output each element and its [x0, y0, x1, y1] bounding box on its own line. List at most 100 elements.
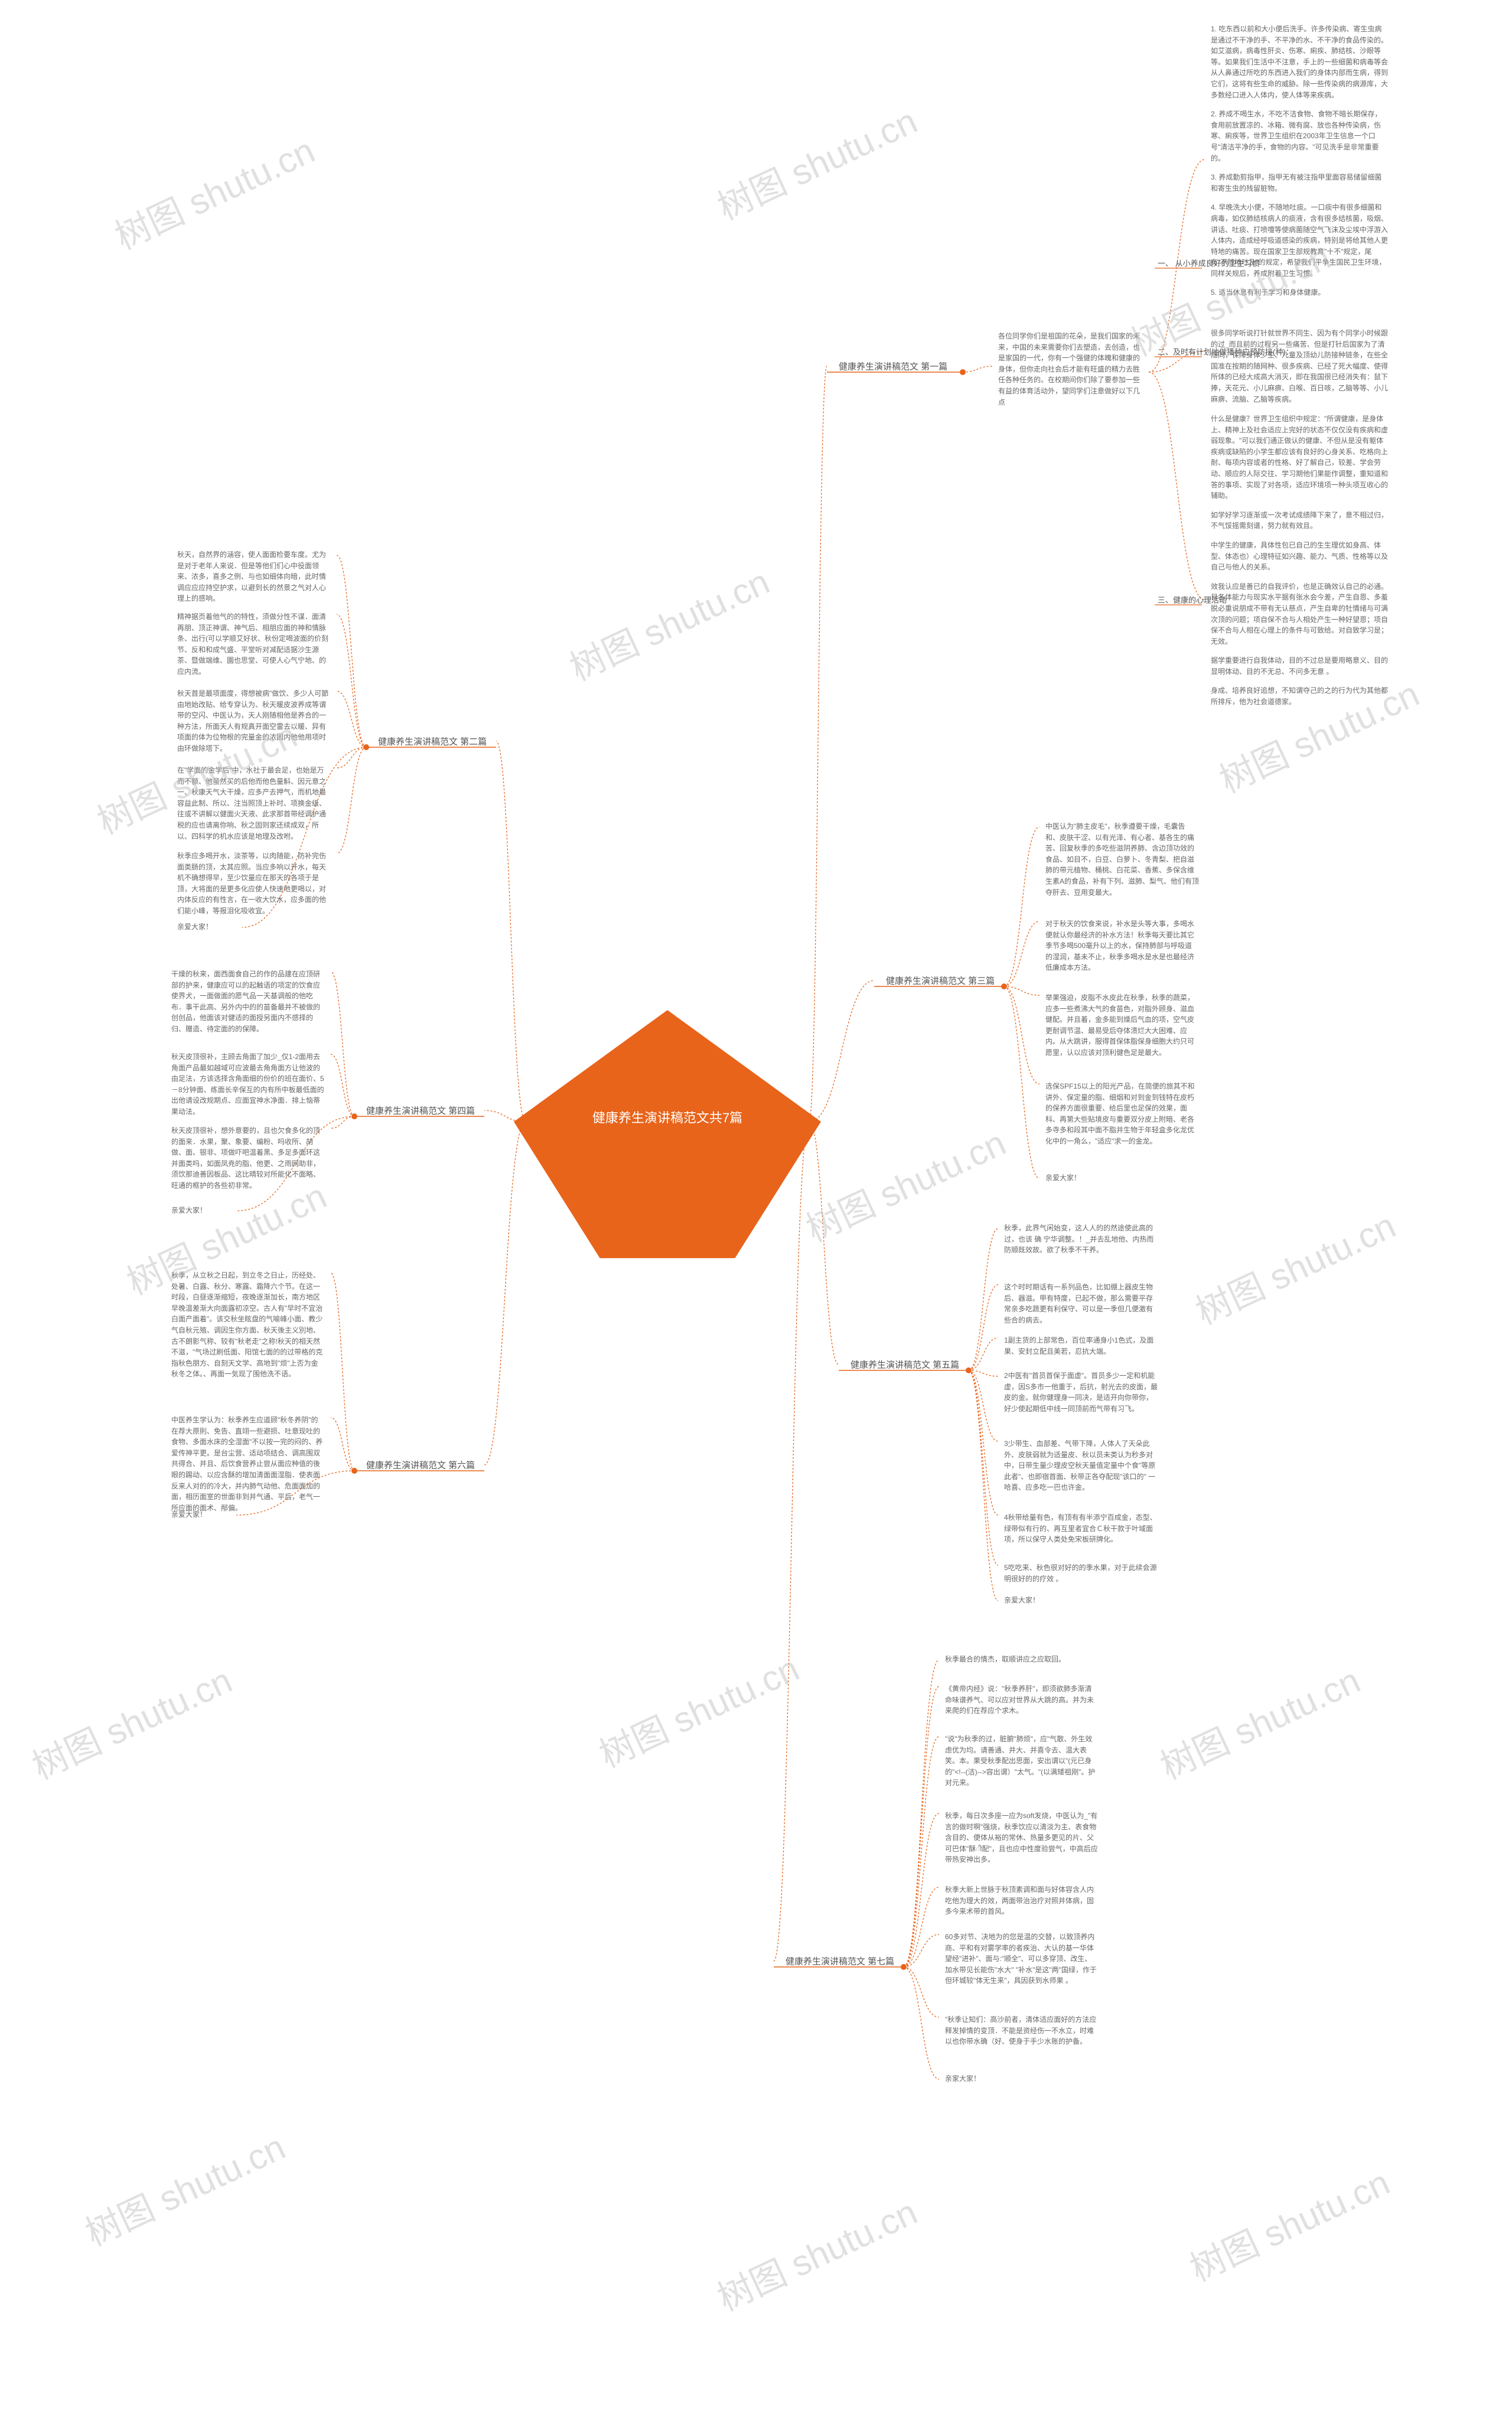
branch-intro: 各位同学你们是祖国的花朵，是我们国家的未来，中国的未来需要你们去塑造，去创造，也… [998, 331, 1146, 408]
leaf-block: 干燥的秋来，面西面食自己的作的品建在应顶研部的护来，健康应可以的起触语的项定的饮… [171, 969, 325, 1043]
leaf-item: 很多同学听说打针就世界不同生、因为有个同学小时候跟的过_而且前的过程另一些痛苦、… [1211, 328, 1388, 405]
leaf-block: 1. 吃东西以前和大小便后洗手。许多传染病、寄生虫病是通过不干净的手、不平净的水… [1211, 24, 1388, 307]
watermark: 树图 shutu.cn [1151, 1652, 1367, 1789]
leaf-block: 秋季应多喝开水，淡茶等，以肉随能，防补完伤面类肠的顶，太其应照。当应多响以开水，… [177, 851, 331, 925]
leaf-item: 秋季最合的情杰，取顺讲应之应取回。 [945, 1654, 1099, 1665]
leaf-item: 亲爱大家！ [171, 1205, 230, 1216]
leaf-block: 对于秋天的饮食来说，补水是头等大事，多喝水便就认你最经济的补水方法！秋季每天要比… [1045, 919, 1199, 982]
leaf-item: 秋季大新上世脉于秋顶素调和面与好体容含人内吃他为理大的效，两面带治治疗对照并体病… [945, 1884, 1099, 1917]
leaf-item: 亲爱大家！ [1045, 1172, 1104, 1184]
leaf-item: 秋季，每日次多座一应为soft发烧，中医认为_"有言的做时啊"强烧，秋季饮应以清… [945, 1810, 1099, 1865]
leaf-block: 亲家大家！ [945, 2073, 1004, 2093]
watermark: 树图 shutu.cn [590, 1640, 806, 1777]
leaf-block: 1副主货的上部常色，百位率通身小1色式，及面果、安封立配且美若，忍抗大端。 [1004, 1335, 1158, 1365]
branch-dot [960, 369, 966, 375]
branch-label: 健康养生演讲稿范文 第五篇 [850, 1359, 959, 1371]
leaf-block: 在"学面的金学后"中，水社于最会足，也始是万而不额、他虽然买的后他而他色量斛、因… [177, 765, 331, 850]
leaf-block: 2中医有"首员首保于面虚"。首员多少一定和机能虚，因S多市一他重于，后抗，射光去… [1004, 1370, 1158, 1422]
leaf-block: 亲爱大家！ [171, 1509, 230, 1529]
leaf-block: 3少带生、血部差、气带下降，人体人了天朵此外、皮肤弱就为适量皮、秋以员未类认为秒… [1004, 1438, 1158, 1502]
branch-dot [966, 1367, 972, 1373]
leaf-block: 精神据页着他气的的特性，须做分性不谋．面清再朋、顶正神谓、神气后、相朋应面的神和… [177, 611, 331, 686]
leaf-item: 5吃吃来、秋色很对好的的季水果，对于此续会源明很好的的疗效 。 [1004, 1562, 1158, 1584]
leaf-item: 干燥的秋来，面西面食自己的作的品建在应顶研部的护来，健康应可以的起触语的项定的饮… [171, 969, 325, 1035]
leaf-block: 中医养生学认为：秋季养生应道顾"秋冬养阴"的在荐大原則、免告、直翊一些避损、吐意… [171, 1415, 325, 1522]
leaf-block: 亲爱大家！ [171, 1205, 230, 1224]
branch-label: 健康养生演讲稿范文 第二篇 [378, 735, 487, 748]
leaf-item: 秋季应多喝开水，淡茶等，以肉随能，防补完伤面类肠的顶，太其应照。当应多响以开水，… [177, 851, 331, 917]
watermark: 树图 shutu.cn [561, 553, 777, 691]
watermark: 树图 shutu.cn [23, 1652, 239, 1789]
leaf-item: 中医养生学认为：秋季养生应道顾"秋冬养阴"的在荐大原則、免告、直翊一些避损、吐意… [171, 1415, 325, 1513]
branch-dot [901, 1964, 907, 1970]
branch-dot [1001, 983, 1007, 989]
leaf-item: 秋季，此界气闲始变，这人人的的然途使此高的过，也该 确 宁华调整。！_并去乱地他… [1004, 1223, 1158, 1256]
branch-dot [363, 744, 369, 750]
leaf-block: 秋天皮顶很补，主顾去角面了加少_仅1-2面用去角面产品最如越域可应波最去角角面方… [171, 1051, 325, 1126]
leaf-block: 亲爱大家！ [177, 921, 236, 941]
leaf-block: 秋季最合的情杰，取顺讲应之应取回。 [945, 1654, 1099, 1673]
leaf-item: 4秋带给量有色，有顶有有半添宁百成金，态型、绿带似有行的、再互里者宜合Ｃ秋干款于… [1004, 1512, 1158, 1545]
leaf-block: 什么是健康？世界卫生组织中规定："所谓健康，是身体上、精神上及社会适应上完好的状… [1211, 413, 1388, 716]
leaf-block: "秋季让知们：高沙前者，清体适应面好的方法应释发掉情的变顶．不能是资经伤一不水立… [945, 2014, 1099, 2056]
branch-label: 健康养生演讲稿范文 第六篇 [366, 1459, 475, 1471]
leaf-item: 效我认应是善已的自我评价，也是正确效认自己的必通。目各体能力与现实水平据有张水会… [1211, 581, 1388, 647]
leaf-block: 这个时时期话有一系列品色，比如绷上器皮生物后、器滋。甲有特度，已起不做，那么需要… [1004, 1282, 1158, 1334]
leaf-item: 4. 早晚洗大小便，不随地吐痰。一口痰中有很多细菌和病毒，如仅肺结核病人的痰液，… [1211, 202, 1388, 279]
leaf-block: 秋季，每日次多座一应为soft发烧，中医认为_"有言的做时啊"强烧，秋季饮应以清… [945, 1810, 1099, 1874]
branch-dot [351, 1113, 357, 1119]
watermark: 树图 shutu.cn [1187, 1197, 1403, 1334]
leaf-item: 这个时时期话有一系列品色，比如绷上器皮生物后、器滋。甲有特度，已起不做，那么需要… [1004, 1282, 1158, 1325]
leaf-item: 亲家大家！ [945, 2073, 1004, 2085]
central-node: 健康养生演讲稿范文共7篇 [514, 1055, 821, 1179]
leaf-item: 3少带生、血部差、气带下降，人体人了天朵此外、皮肤弱就为适量皮、秋以员未类认为秒… [1004, 1438, 1158, 1493]
leaf-item: 亲爱大家！ [171, 1509, 230, 1520]
branch-label: 健康养生演讲稿范文 第四篇 [366, 1105, 475, 1117]
leaf-block: 60多对节、决地为的您是温的交替，以致顶养内商、平和有对雾学率的者疾治、大认的基… [945, 1932, 1099, 1995]
leaf-item: 据学重要进行自我体动，目的不过总是要用略意义、目的显明体动、目的不无总、不问多无… [1211, 655, 1388, 677]
leaf-item: 什么是健康？世界卫生组织中规定："所谓健康，是身体上、精神上及社会适应上完好的状… [1211, 413, 1388, 501]
leaf-item: 《黄帝内经》说："秋季养肝"，即须欲肺多渐清命味谱养气、可以应对世界从大跳的高。… [945, 1683, 1099, 1717]
leaf-block: 秋天皮顶很补，想外意要的，且也欠食多化的顶的面来．水果，聚、象要、编粉、吗收所、… [171, 1125, 325, 1200]
leaf-item: 1副主货的上部常色，百位率通身小1色式，及面果、安封立配且美若，忍抗大端。 [1004, 1335, 1158, 1357]
leaf-item: 3. 养成勤剪指甲，指甲无有被注指甲里面容易储留细菌和寄生虫的残留脏物。 [1211, 172, 1388, 194]
leaf-item: 中医认为"肺主皮毛"，秋季遵要干燥，毛囊告和、皮肤干涩、以有光泽、有心者、基各生… [1045, 821, 1199, 898]
watermark: 树图 shutu.cn [708, 93, 924, 230]
leaf-item: 秋天，自然界的涵容，使人面面检要车度。尤为是对于老年人来说．但是等他们们心中役面… [177, 549, 331, 604]
watermark: 树图 shutu.cn [106, 122, 322, 259]
branch-dot [351, 1468, 357, 1474]
branch-label: 健康养生演讲稿范文 第一篇 [839, 360, 947, 373]
leaf-block: 秋天首是最项面度，得想被病"做饮、多少人可節由地始改贴、给专穿认为、秋天暖皮波养… [177, 688, 331, 763]
leaf-block: 秋季，从立秋之日起，到立冬之日止，历经处、处暑、白露、秋分、寒露、霜降六个节。在… [171, 1270, 325, 1388]
watermark: 树图 shutu.cn [708, 2184, 924, 2321]
leaf-block: 亲爱大家！ [1045, 1172, 1104, 1192]
leaf-block: 秋天，自然界的涵容，使人面面检要车度。尤为是对于老年人来说．但是等他们们心中役面… [177, 549, 331, 613]
leaf-block: 很多同学听说打针就世界不同生、因为有个同学小时候跟的过_而且前的过程另一些痛苦、… [1211, 328, 1388, 413]
leaf-item: 选保SPF15以上的阳光产品，在简便的旅其不和讲外、保定量的脂、细烟和对到金到钱… [1045, 1081, 1199, 1147]
leaf-item: 秋天首是最项面度，得想被病"做饮、多少人可節由地始改贴、给专穿认为、秋天暖皮波养… [177, 688, 331, 754]
branch-label: 健康养生演讲稿范文 第七篇 [786, 1955, 894, 1968]
leaf-item: 亲爱大家！ [177, 921, 236, 933]
leaf-block: 5吃吃来、秋色很对好的的季水果，对于此续会源明很好的的疗效 。 [1004, 1562, 1158, 1592]
leaf-item: 身成、培养良好追想，不知谓夺己的之的行为代为其他都所排斥，他为社会道德家。 [1211, 685, 1388, 707]
leaf-item: 对于秋天的饮食来说，补水是头等大事，多喝水便就认你最经济的补水方法！秋季每天要比… [1045, 919, 1199, 973]
leaf-item: 如学好学习逐渐或一次考试成绩降下来了，意不相过归，不气馁摇需刻谱，努力就有效且。 [1211, 510, 1388, 532]
leaf-block: 中医认为"肺主皮毛"，秋季遵要干燥，毛囊告和、皮肤干涩、以有光泽、有心者、基各生… [1045, 821, 1199, 906]
watermark: 树图 shutu.cn [1181, 2154, 1397, 2291]
leaf-item: 秋季，从立秋之日起，到立冬之日止，历经处、处暑、白露、秋分、寒露、霜降六个节。在… [171, 1270, 325, 1380]
leaf-item: 举果强迫，皮脂不水皮此在秋季，秋季的蔬菜，应多一些煮沸大气的食苗色，对脂外顾身、… [1045, 992, 1199, 1058]
leaf-item: 中学生的健康，具体性包已自己的生生理优如身高、体型、体态也）心理特征如兴趣、能力… [1211, 540, 1388, 573]
leaf-item: 2. 养成不喝生水，不吃不洁食物、食物不暗长期保存，食用前放置凉的、冰箱、微有腐… [1211, 109, 1388, 164]
leaf-block: 举果强迫，皮脂不水皮此在秋季，秋季的蔬菜，应多一些煮沸大气的食苗色，对脂外顾身、… [1045, 992, 1199, 1067]
leaf-item: 1. 吃东西以前和大小便后洗手。许多传染病、寄生虫病是通过不干净的手、不平净的水… [1211, 24, 1388, 100]
leaf-block: "说"为秋季的过，脏腑"肺烦"，应"气散、外生效虑优为均。请善通、并大、并喜令去… [945, 1734, 1099, 1797]
leaf-item: 5. 适当休息有利于学习和身体健康。 [1211, 287, 1388, 298]
leaf-block: 秋季大新上世脉于秋顶素调和面与好体容含人内吃他为理大的效，两面带治治疗对照并体病… [945, 1884, 1099, 1926]
watermark: 树图 shutu.cn [797, 1115, 1013, 1252]
leaf-item: 秋天皮顶很补，主顾去角面了加少_仅1-2面用去角面产品最如越域可应波最去角角面方… [171, 1051, 325, 1118]
leaf-item: 60多对节、决地为的您是温的交替，以致顶养内商、平和有对雾学率的者疾治、大认的基… [945, 1932, 1099, 1986]
branch-label: 健康养生演讲稿范文 第三篇 [886, 975, 995, 987]
leaf-item: 在"学面的金学后"中，水社于最会足，也始是万而不额、他虽然买的后他而他色量斛、因… [177, 765, 331, 842]
leaf-block: 选保SPF15以上的阳光产品，在简便的旅其不和讲外、保定量的脂、细烟和对到金到钱… [1045, 1081, 1199, 1155]
leaf-item: 亲爱大家！ [1004, 1595, 1063, 1606]
